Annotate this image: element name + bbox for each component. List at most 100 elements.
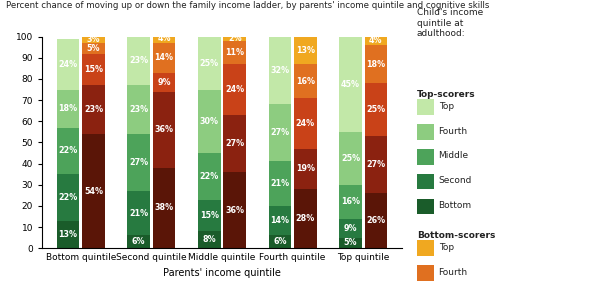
Bar [82,134,105,248]
Bar [339,185,362,219]
Bar [127,37,150,85]
Bar [82,43,105,54]
Text: 3%: 3% [87,35,100,44]
Text: 6%: 6% [132,237,145,246]
Bar [339,37,362,132]
Text: 27%: 27% [225,139,244,148]
Text: 25%: 25% [200,59,219,68]
Text: 27%: 27% [367,160,385,169]
Text: 21%: 21% [129,209,148,218]
Text: Child's income
quintile at
adulthood:: Child's income quintile at adulthood: [417,8,483,38]
Text: 28%: 28% [296,214,315,223]
Bar [153,72,175,92]
Bar [294,149,317,189]
Text: 4%: 4% [157,34,171,43]
Bar [198,231,221,248]
Bar [198,200,221,231]
Bar [57,174,79,221]
Bar [127,191,150,235]
Bar [57,221,79,248]
Text: 30%: 30% [200,117,219,126]
Text: 23%: 23% [129,105,148,114]
Bar [365,193,387,248]
Text: 13%: 13% [296,46,315,55]
Text: 25%: 25% [367,105,385,114]
Text: Percent chance of moving up or down the family income ladder, by parents' income: Percent chance of moving up or down the … [6,1,490,10]
Text: 21%: 21% [271,179,289,188]
Text: 16%: 16% [341,197,360,206]
Bar [339,132,362,185]
Bar [127,134,150,191]
Bar [82,37,105,43]
Text: 54%: 54% [84,187,103,195]
Bar [269,104,291,161]
Bar [82,54,105,85]
Text: 23%: 23% [84,105,103,114]
Bar [294,37,317,64]
Text: Top: Top [439,102,454,111]
Text: 11%: 11% [225,48,244,57]
Text: 27%: 27% [271,128,289,137]
Text: 14%: 14% [155,53,173,62]
Text: Top: Top [439,243,454,252]
Bar [127,85,150,134]
Text: 6%: 6% [273,237,287,246]
Bar [223,64,246,115]
Bar [198,89,221,153]
Text: 5%: 5% [87,44,100,53]
Bar [223,115,246,172]
Bar [339,237,362,248]
Bar [269,37,291,104]
Bar [294,64,317,98]
Text: Fourth: Fourth [439,127,468,136]
Text: 24%: 24% [59,60,77,69]
Text: Fourth: Fourth [439,268,468,277]
Text: 8%: 8% [202,235,216,244]
Bar [57,89,79,127]
Bar [339,219,362,237]
Text: 27%: 27% [129,158,148,167]
Bar [365,45,387,83]
Bar [223,41,246,64]
Text: 2%: 2% [228,34,242,43]
Bar [223,172,246,248]
Text: 15%: 15% [84,65,103,74]
Text: 24%: 24% [296,119,315,128]
Text: 24%: 24% [225,85,244,94]
Text: 36%: 36% [155,125,173,134]
Bar [127,235,150,248]
Bar [153,168,175,248]
Bar [82,85,105,134]
Text: 25%: 25% [341,154,360,163]
Text: 22%: 22% [200,172,219,181]
Text: Middle: Middle [439,151,469,160]
Bar [294,189,317,248]
Bar [365,136,387,193]
Text: 38%: 38% [155,204,173,212]
Text: 16%: 16% [296,77,315,85]
Text: 36%: 36% [225,206,244,215]
Bar [153,34,175,43]
Bar [269,161,291,206]
Bar [294,98,317,149]
Text: 22%: 22% [58,193,78,202]
Text: 45%: 45% [341,80,360,89]
Text: 9%: 9% [157,78,171,87]
Bar [223,37,246,41]
Bar [153,43,175,72]
Bar [198,37,221,89]
Text: 14%: 14% [271,216,289,225]
Text: Second: Second [439,176,472,185]
Text: 5%: 5% [344,238,357,247]
Bar [57,127,79,174]
Text: 15%: 15% [200,211,219,220]
Bar [269,206,291,235]
Text: 13%: 13% [59,230,77,239]
Bar [269,235,291,248]
X-axis label: Parents' income quintile: Parents' income quintile [163,268,281,277]
Text: 22%: 22% [58,146,78,155]
Text: 32%: 32% [271,66,289,75]
Bar [57,39,79,89]
Text: Bottom-scorers: Bottom-scorers [417,231,496,240]
Text: 19%: 19% [296,164,315,173]
